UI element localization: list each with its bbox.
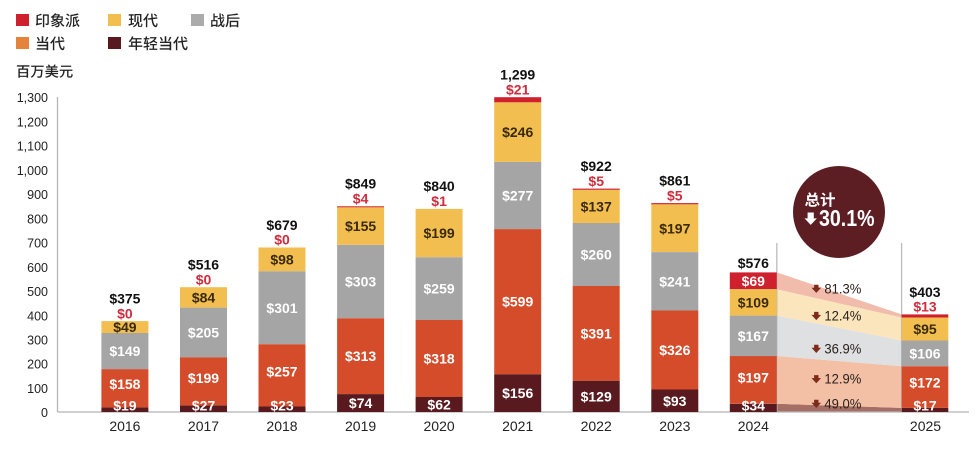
svg-text:2017: 2017 xyxy=(188,418,219,434)
svg-text:$106: $106 xyxy=(909,346,940,362)
svg-text:$318: $318 xyxy=(424,351,455,367)
svg-text:12.9%: 12.9% xyxy=(824,371,861,387)
svg-text:$403: $403 xyxy=(909,284,940,300)
svg-text:$137: $137 xyxy=(581,199,612,215)
svg-text:2018: 2018 xyxy=(266,418,297,434)
svg-text:$516: $516 xyxy=(188,257,219,273)
svg-text:$5: $5 xyxy=(667,187,683,203)
svg-text:$158: $158 xyxy=(109,376,140,392)
svg-text:$246: $246 xyxy=(502,124,533,140)
svg-text:$840: $840 xyxy=(424,178,455,194)
svg-text:$69: $69 xyxy=(742,273,766,289)
svg-text:$156: $156 xyxy=(502,385,533,401)
svg-text:$303: $303 xyxy=(345,274,376,290)
svg-text:1,000: 1,000 xyxy=(17,164,48,178)
svg-text:$326: $326 xyxy=(659,342,690,358)
svg-text:$23: $23 xyxy=(270,397,294,413)
svg-text:1,100: 1,100 xyxy=(17,140,48,154)
svg-text:200: 200 xyxy=(27,358,48,372)
svg-text:$84: $84 xyxy=(192,290,216,306)
svg-text:$849: $849 xyxy=(345,176,376,192)
svg-text:2019: 2019 xyxy=(345,418,376,434)
svg-text:$109: $109 xyxy=(738,295,769,311)
svg-text:30.1%: 30.1% xyxy=(819,205,875,231)
svg-text:600: 600 xyxy=(27,261,48,275)
svg-text:$205: $205 xyxy=(188,325,219,341)
svg-text:2016: 2016 xyxy=(109,418,140,434)
svg-text:2024: 2024 xyxy=(738,418,769,434)
svg-text:$197: $197 xyxy=(738,370,769,386)
svg-text:$13: $13 xyxy=(913,299,937,315)
svg-text:$599: $599 xyxy=(502,294,533,310)
svg-text:$155: $155 xyxy=(345,218,376,234)
svg-text:$129: $129 xyxy=(581,389,612,405)
svg-text:$62: $62 xyxy=(427,397,451,413)
svg-text:$260: $260 xyxy=(581,247,612,263)
svg-text:$1: $1 xyxy=(431,193,447,209)
svg-text:$241: $241 xyxy=(659,273,690,289)
svg-text:800: 800 xyxy=(27,212,48,226)
svg-text:$98: $98 xyxy=(270,251,294,267)
svg-text:$95: $95 xyxy=(913,321,937,337)
svg-text:$391: $391 xyxy=(581,326,612,342)
svg-text:$4: $4 xyxy=(353,191,369,207)
svg-text:$34: $34 xyxy=(742,397,766,413)
svg-text:700: 700 xyxy=(27,237,48,251)
svg-text:$21: $21 xyxy=(506,81,530,97)
svg-text:2021: 2021 xyxy=(502,418,533,434)
svg-text:$301: $301 xyxy=(266,300,297,316)
svg-text:$861: $861 xyxy=(659,173,690,189)
svg-text:$93: $93 xyxy=(663,393,687,409)
svg-text:$257: $257 xyxy=(266,364,297,380)
svg-text:$922: $922 xyxy=(581,158,612,174)
svg-text:900: 900 xyxy=(27,188,48,202)
svg-text:100: 100 xyxy=(27,382,48,396)
svg-text:2022: 2022 xyxy=(581,418,612,434)
svg-text:12.4%: 12.4% xyxy=(824,308,861,324)
svg-text:1,300: 1,300 xyxy=(17,91,48,105)
svg-text:$5: $5 xyxy=(588,173,604,189)
svg-text:$277: $277 xyxy=(502,188,533,204)
svg-text:400: 400 xyxy=(27,309,48,323)
svg-text:$0: $0 xyxy=(117,305,133,321)
svg-text:36.9%: 36.9% xyxy=(824,340,861,356)
svg-text:2023: 2023 xyxy=(659,418,690,434)
svg-text:$167: $167 xyxy=(738,328,769,344)
svg-text:$199: $199 xyxy=(424,225,455,241)
svg-text:$313: $313 xyxy=(345,348,376,364)
svg-text:$375: $375 xyxy=(109,291,140,307)
svg-text:$0: $0 xyxy=(196,271,212,287)
svg-text:81.3%: 81.3% xyxy=(824,280,861,296)
svg-text:1,299: 1,299 xyxy=(500,67,535,83)
svg-text:$17: $17 xyxy=(913,397,937,413)
svg-text:$0: $0 xyxy=(274,232,290,248)
svg-text:$197: $197 xyxy=(659,220,690,236)
svg-text:$49: $49 xyxy=(113,319,137,335)
svg-text:$576: $576 xyxy=(738,255,769,271)
svg-text:$199: $199 xyxy=(188,370,219,386)
svg-text:0: 0 xyxy=(41,406,48,420)
svg-text:$679: $679 xyxy=(266,217,297,233)
svg-text:$74: $74 xyxy=(349,395,373,411)
svg-text:$172: $172 xyxy=(909,375,940,391)
svg-text:1,200: 1,200 xyxy=(17,115,48,129)
svg-text:2020: 2020 xyxy=(424,418,455,434)
svg-text:$149: $149 xyxy=(109,343,140,359)
svg-text:$19: $19 xyxy=(113,397,137,413)
svg-text:2025: 2025 xyxy=(910,418,941,434)
svg-text:$259: $259 xyxy=(424,281,455,297)
svg-text:500: 500 xyxy=(27,285,48,299)
svg-text:300: 300 xyxy=(27,334,48,348)
svg-text:49.0%: 49.0% xyxy=(824,395,861,411)
svg-text:$27: $27 xyxy=(192,397,216,413)
